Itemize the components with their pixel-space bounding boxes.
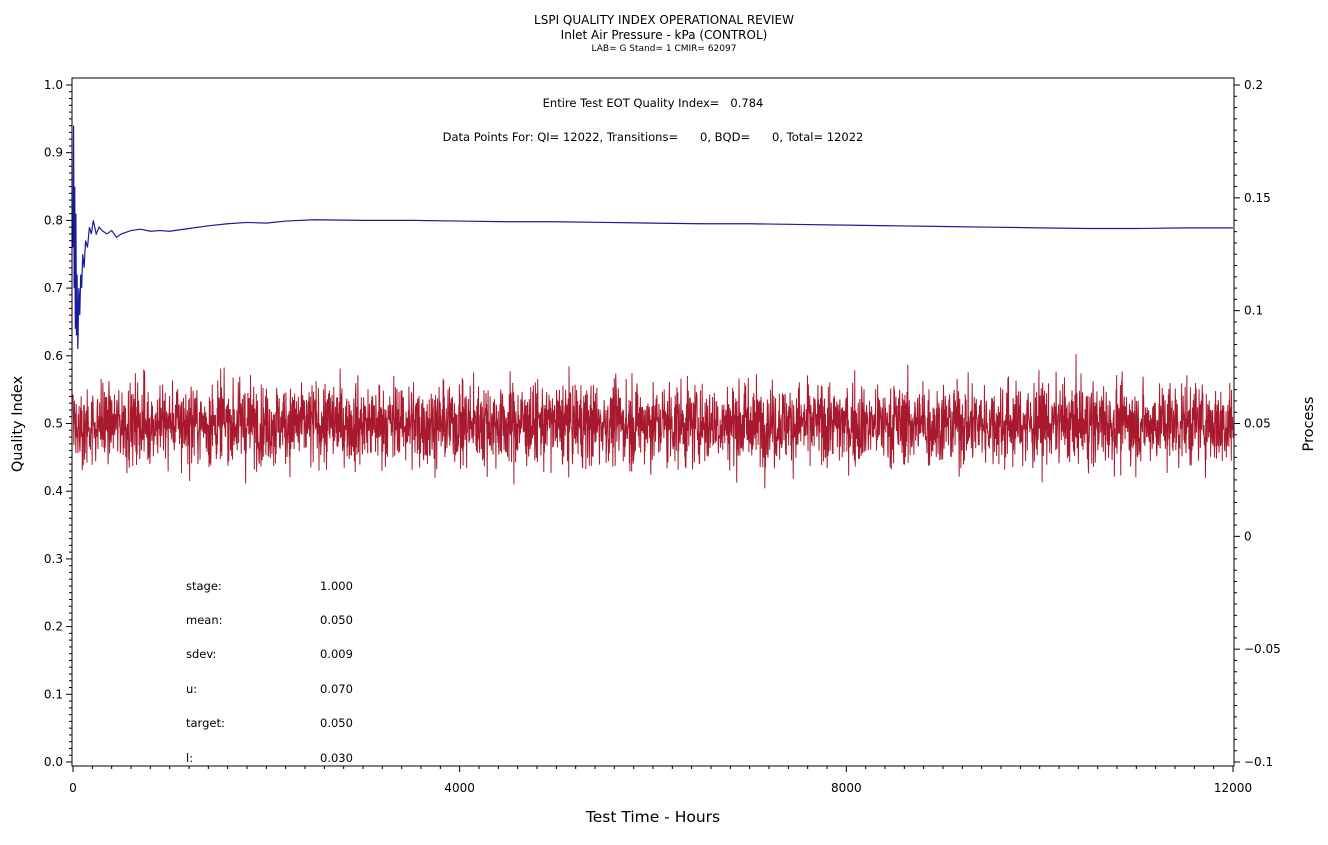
axis-ticks: 0.0 0.1 0.2 0.3 0.4 0.5 0.6 0.7 0.8 0.9 1.0 −0.1 −0.… [44,78,1281,795]
y-left-tick-label: 0.4 [44,484,63,498]
y-right-tick-label: 0.2 [1244,78,1263,92]
y-right-tick-label: −0.1 [1244,755,1273,769]
y-left-tick-label: 0.9 [44,146,63,160]
stat-label: sdev: [186,647,216,661]
y-right-tick-label: 0.05 [1244,417,1271,431]
chart-title: LSPI QUALITY INDEX OPERATIONAL REVIEW [534,13,794,27]
y-left-tick-label: 0.6 [44,349,63,363]
x-tick-label: 12000 [1214,781,1252,795]
chart-subtitle: Inlet Air Pressure - kPa (CONTROL) [560,28,768,42]
quality-index-annotation: Entire Test EOT Quality Index= 0.784 [543,96,764,110]
x-tick-label: 0 [69,781,77,795]
y-left-tick-label: 0.7 [44,281,63,295]
y-left-tick-label: 1.0 [44,78,63,92]
y-axis-label-left: Quality Index [10,375,26,472]
stat-value: 0.070 [320,682,353,696]
y-right-tick-label: 0.1 [1244,304,1263,318]
stat-label: l: [186,751,193,765]
quality-index-line [72,125,1233,350]
y-left-tick-label: 0.3 [44,552,63,566]
y-left-tick-label: 0.1 [44,687,63,701]
stat-value: 0.009 [320,647,353,661]
stat-value: 1.000 [320,579,353,593]
stat-label: mean: [186,613,223,627]
y-right-tick-label: 0 [1244,529,1252,543]
chart-subtitle-lab-info: LAB= G Stand= 1 CMIR= 62097 [591,44,737,54]
y-left-tick-label: 0.2 [44,620,63,634]
y-left-tick-label: 0.0 [44,755,63,769]
y-left-tick-label: 0.5 [44,417,63,431]
stats-block: stage: 1.000 mean: 0.050 sdev: 0.009 u: 0.070 ta… [186,579,353,765]
y-right-tick-label: −0.05 [1244,642,1281,656]
process-series [72,353,1234,489]
data-points-annotation: Data Points For: QI= 12022, Transitions=… [443,130,864,144]
x-tick-label: 4000 [444,781,475,795]
stat-label: stage: [186,579,222,593]
y-left-tick-label: 0.8 [44,213,63,227]
stat-value: 0.030 [320,751,353,765]
stat-value: 0.050 [320,716,353,730]
x-tick-label: 8000 [831,781,862,795]
y-right-tick-label: 0.15 [1244,191,1271,205]
stat-value: 0.050 [320,613,353,627]
stat-label: target: [186,716,225,730]
process-series-line [72,353,1234,489]
quality-index-series [72,125,1233,350]
x-axis-label: Test Time - Hours [585,808,720,826]
y-axis-label-right: Process [1301,396,1317,451]
stat-label: u: [186,682,197,696]
